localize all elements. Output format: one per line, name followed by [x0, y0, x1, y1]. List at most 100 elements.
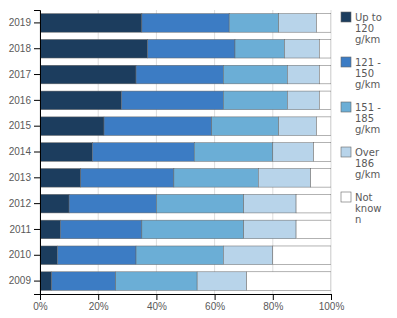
tick-mark: [34, 229, 40, 230]
bar: [244, 194, 296, 213]
axis-line: [34, 11, 41, 295]
bar: [136, 65, 223, 84]
bar: [40, 14, 142, 33]
tick-label: 20%: [89, 301, 109, 312]
tick-mark: [98, 294, 99, 300]
legend-label: 151 -185g/km: [355, 102, 381, 135]
legend-label: Notknown: [355, 192, 381, 225]
legend-swatch: [341, 57, 351, 67]
bar: [273, 246, 331, 265]
bar: [273, 143, 314, 162]
tick-label: 60%: [205, 301, 225, 312]
tick: 2016: [9, 95, 40, 106]
legend-item: Up to120g/km: [341, 12, 382, 45]
bar: [40, 169, 81, 188]
bar: [116, 272, 197, 291]
bar: [40, 246, 57, 265]
legend-swatch: [341, 102, 351, 112]
tick-mark: [273, 294, 274, 300]
bar: [235, 39, 284, 58]
plot: 0%20%40%60%80%100%2009201020112012201320…: [9, 10, 345, 312]
tick: 100%: [319, 294, 345, 312]
tick-label: 40%: [147, 301, 167, 312]
tick-label: 2018: [9, 43, 32, 54]
tick: 0%: [33, 294, 48, 312]
tick-label: 2010: [9, 249, 32, 260]
tick: 2014: [9, 146, 40, 157]
bar: [296, 194, 331, 213]
tick: 2017: [9, 69, 40, 80]
tick-label: 2012: [9, 198, 32, 209]
bar: [194, 143, 273, 162]
tick-mark: [215, 294, 216, 300]
bar: [92, 143, 194, 162]
bar: [104, 117, 212, 136]
tick-mark: [34, 126, 40, 127]
bar: [40, 220, 60, 239]
bar: [81, 169, 174, 188]
bar: [212, 117, 279, 136]
legend-label: Up to120g/km: [355, 12, 382, 45]
tick-mark: [34, 22, 40, 23]
tick-mark: [34, 48, 40, 49]
tick-mark: [156, 294, 157, 300]
bar: [279, 14, 317, 33]
legend-item: Over186g/km: [341, 147, 380, 180]
tick-label: 2017: [9, 69, 32, 80]
tick-label: 0%: [33, 301, 48, 312]
tick: 2011: [9, 224, 40, 235]
tick-mark: [34, 177, 40, 178]
bar: [40, 91, 121, 110]
tick: 2013: [9, 172, 40, 183]
legend-swatch: [341, 12, 351, 22]
bar: [314, 143, 331, 162]
tick: 20%: [89, 294, 109, 312]
tick: 2015: [9, 120, 40, 131]
tick-mark: [34, 152, 40, 153]
tick-label: 2016: [9, 95, 32, 106]
bar: [279, 117, 317, 136]
bar: [148, 39, 235, 58]
tick: 2010: [9, 249, 40, 260]
tick: 2019: [9, 17, 40, 28]
bar: [69, 194, 156, 213]
bar: [319, 39, 331, 58]
bars: [40, 14, 331, 291]
bar: [156, 194, 243, 213]
tick-label: 2014: [9, 146, 32, 157]
bar: [247, 272, 331, 291]
bar: [60, 220, 141, 239]
bar: [287, 91, 319, 110]
tick: 80%: [263, 294, 283, 312]
bar: [197, 272, 246, 291]
bar: [223, 65, 287, 84]
legend-item: 121 -150g/km: [341, 57, 381, 90]
tick-mark: [34, 255, 40, 256]
bar: [121, 91, 223, 110]
bar: [311, 169, 331, 188]
bar: [136, 246, 223, 265]
category-axis: 2009 2010 2011 2012 2013 2014 2015 2016 2017 2018…: [9, 11, 41, 295]
bar: [258, 169, 310, 188]
tick: 40%: [147, 294, 167, 312]
tick-mark: [34, 281, 40, 282]
tick-mark: [34, 74, 40, 75]
tick-label: 2019: [9, 17, 32, 28]
bar: [319, 65, 331, 84]
bar: [40, 272, 52, 291]
tick: 2018: [9, 43, 40, 54]
tick-label: 2009: [9, 275, 32, 286]
value-axis: 0% 20% 40% 60% 80% 100%: [33, 294, 344, 312]
tick-mark: [34, 203, 40, 204]
bar: [319, 91, 331, 110]
tick-label: 2015: [9, 120, 32, 131]
tick: 2009: [9, 275, 40, 286]
tick-label: 80%: [263, 301, 283, 312]
legend: Up to120g/km 121 -150g/km 151 -185g/km Over…: [341, 12, 382, 225]
bar: [142, 14, 229, 33]
bar: [40, 143, 92, 162]
bar: [244, 220, 296, 239]
bar: [296, 220, 331, 239]
tick-label: 2011: [9, 224, 31, 235]
bar: [40, 65, 136, 84]
